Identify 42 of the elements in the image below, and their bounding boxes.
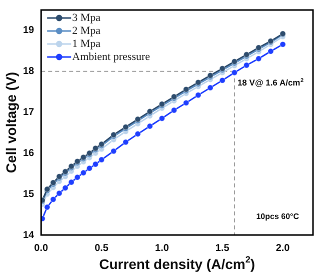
- legend-label: Ambient pressure: [72, 50, 150, 63]
- point: [182, 100, 190, 106]
- legend-label: 3 Mpa: [72, 12, 101, 24]
- point: [122, 138, 129, 146]
- point: [146, 122, 154, 130]
- point: [158, 115, 166, 122]
- point: [86, 165, 93, 172]
- point: [80, 170, 87, 176]
- x-tick-label: 0.5: [94, 242, 109, 254]
- point: [280, 41, 286, 48]
- legend-label: 1 Mpa: [72, 38, 101, 50]
- y-tick-label: 19: [23, 25, 35, 36]
- point: [68, 179, 75, 186]
- y-tick-label: 16: [23, 148, 35, 159]
- point: [134, 130, 141, 138]
- point: [255, 55, 262, 62]
- annotation: 10pcs 60°C: [256, 212, 300, 222]
- x-tick-label: 2.0: [276, 242, 290, 254]
- x-tick-label: 0.0: [34, 242, 49, 254]
- point: [92, 161, 99, 168]
- x-tick-label: 1.5: [215, 242, 230, 254]
- point: [50, 196, 56, 203]
- legend-label: 2 Mpa: [72, 24, 101, 37]
- y-axis-title: Cell voltage (V): [2, 72, 19, 174]
- y-tick-label: 17: [23, 107, 35, 118]
- y-tick-label: 14: [23, 230, 35, 241]
- point: [219, 77, 226, 84]
- point: [98, 156, 105, 163]
- point: [110, 148, 117, 154]
- point: [44, 204, 50, 210]
- point: [243, 62, 250, 68]
- x-tick-label: 1.0: [155, 242, 170, 254]
- point: [195, 92, 202, 98]
- point: [207, 84, 214, 91]
- point: [231, 69, 238, 76]
- point: [62, 184, 68, 192]
- point: [56, 190, 62, 196]
- point: [268, 48, 274, 55]
- y-tick-label: 18: [23, 66, 35, 78]
- y-tick-label: 15: [23, 188, 35, 200]
- point: [74, 174, 81, 181]
- point: [170, 107, 178, 114]
